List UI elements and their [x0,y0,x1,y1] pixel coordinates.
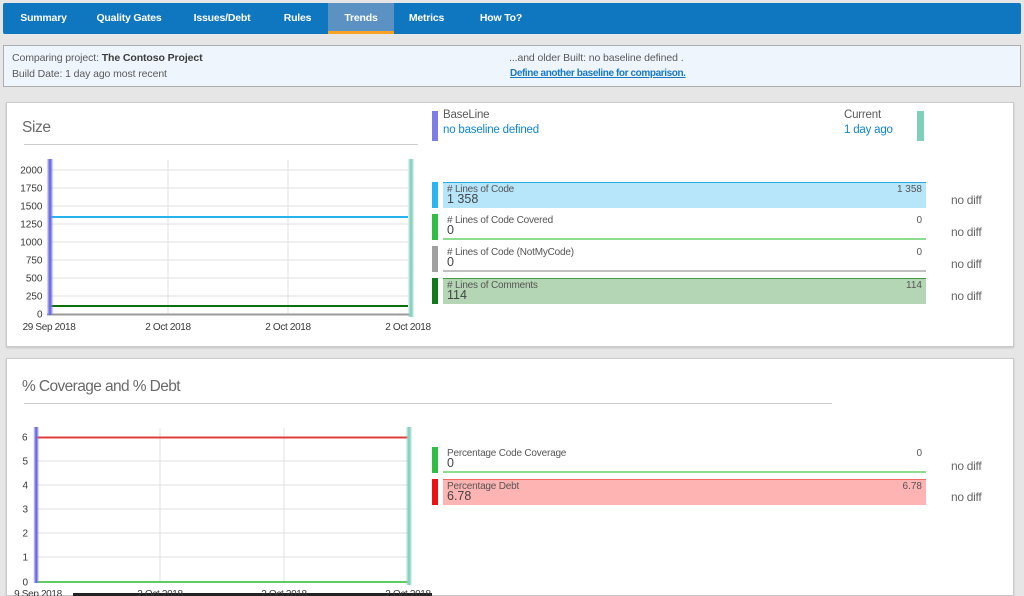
svg-text:2 Oct 2018: 2 Oct 2018 [145,322,191,333]
svg-text:2 Oct 2018: 2 Oct 2018 [137,589,183,596]
svg-text:500: 500 [26,274,43,285]
svg-text:1500: 1500 [20,202,43,213]
svg-text:2 Oct 2018: 2 Oct 2018 [385,589,431,596]
svg-text:3: 3 [22,505,28,516]
svg-text:2 Oct 2018: 2 Oct 2018 [385,322,431,333]
svg-text:750: 750 [26,256,43,267]
svg-text:4: 4 [22,481,28,492]
svg-text:2 Oct 2018: 2 Oct 2018 [265,322,311,333]
svg-text:5: 5 [22,457,28,468]
svg-text:0: 0 [22,578,28,589]
svg-text:2 Oct 2018: 2 Oct 2018 [261,589,307,596]
svg-text:1750: 1750 [20,184,43,195]
svg-text:9 Sep 2018: 9 Sep 2018 [14,589,62,596]
svg-text:0: 0 [37,310,43,321]
svg-text:2: 2 [22,529,28,540]
svg-text:6: 6 [22,433,28,444]
svg-text:1250: 1250 [20,220,43,231]
svg-text:250: 250 [26,292,43,303]
svg-text:1000: 1000 [20,238,43,249]
svg-text:1: 1 [22,553,28,564]
svg-text:2000: 2000 [20,166,43,177]
svg-text:29 Sep 2018: 29 Sep 2018 [23,322,77,333]
